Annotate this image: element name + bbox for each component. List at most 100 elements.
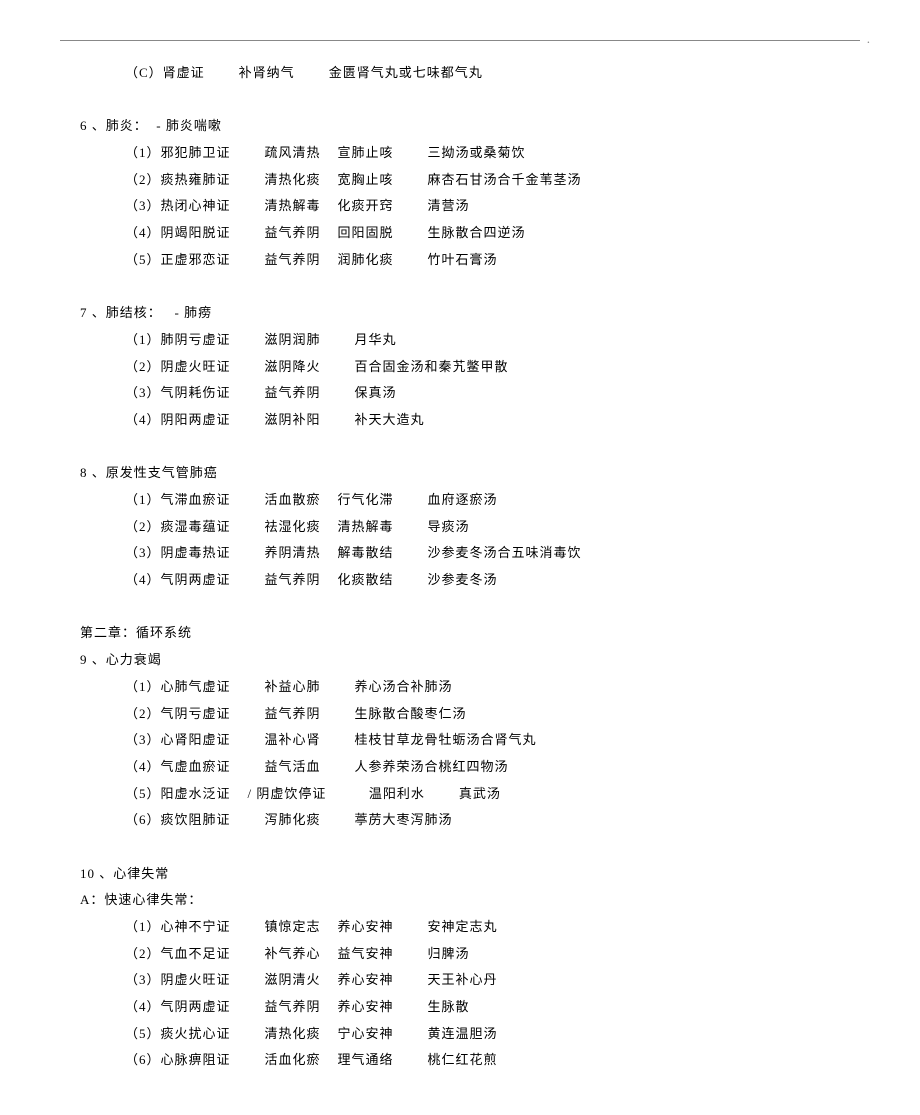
- text-cell: 生脉散合酸枣仁汤: [321, 702, 467, 727]
- text-cell: 10 、心律失常: [80, 862, 169, 887]
- text-line: （2）痰湿毒蕴证 祛湿化痰 清热解毒 导痰汤: [60, 515, 860, 540]
- text-cell: 益气活血: [231, 755, 321, 780]
- text-cell: （5）正虚邪恋证: [125, 248, 231, 273]
- text-cell: （2）阴虚火旺证: [125, 355, 231, 380]
- text-cell: （2）气血不足证: [125, 942, 231, 967]
- text-cell: [60, 595, 64, 620]
- text-cell: 补天大造丸: [321, 408, 425, 433]
- text-cell: 葶苈大枣泻肺汤: [321, 808, 453, 833]
- text-cell: 祛湿化痰: [231, 515, 321, 540]
- text-cell: 养心安神: [321, 995, 394, 1020]
- text-cell: 宽胸止咳: [321, 168, 394, 193]
- text-cell: 疏风清热: [231, 141, 321, 166]
- text-line: [60, 275, 860, 300]
- text-cell: 镇惊定志: [231, 915, 321, 940]
- text-cell: （2）痰湿毒蕴证: [125, 515, 231, 540]
- text-line: （2）气血不足证 补气养心 益气安神 归脾汤: [60, 942, 860, 967]
- text-line: 第二章：循环系统: [60, 621, 860, 646]
- text-line: （6）痰饮阻肺证 泻肺化痰 葶苈大枣泻肺汤: [60, 808, 860, 833]
- text-line: （3）热闭心神证 清热解毒 化痰开窍 清营汤: [60, 194, 860, 219]
- text-cell: 滋阴润肺: [231, 328, 321, 353]
- text-cell: （4）气阴两虚证: [125, 568, 231, 593]
- text-cell: （6）痰饮阻肺证: [125, 808, 231, 833]
- text-line: 7 、肺结核： - 肺痨: [60, 301, 860, 326]
- text-cell: 7 、肺结核： - 肺痨: [80, 301, 212, 326]
- text-cell: 麻杏石甘汤合千金苇茎汤: [394, 168, 582, 193]
- text-cell: 真武汤: [425, 782, 501, 807]
- text-cell: （1）邪犯肺卫证: [125, 141, 231, 166]
- text-cell: 养心安神: [321, 915, 394, 940]
- text-line: （2）气阴亏虚证 益气养阴 生脉散合酸枣仁汤: [60, 702, 860, 727]
- text-line: 10 、心律失常: [60, 862, 860, 887]
- text-cell: [60, 835, 64, 860]
- text-line: （1）邪犯肺卫证 疏风清热 宣肺止咳 三拗汤或桑菊饮: [60, 141, 860, 166]
- text-line: 8 、原发性支气管肺癌: [60, 461, 860, 486]
- text-cell: 人参养荣汤合桃红四物汤: [321, 755, 509, 780]
- text-line: （1）心肺气虚证 补益心肺 养心汤合补肺汤: [60, 675, 860, 700]
- text-cell: 第二章：循环系统: [80, 621, 192, 646]
- text-line: （1）气滞血瘀证 活血散瘀 行气化滞 血府逐瘀汤: [60, 488, 860, 513]
- text-cell: 清热化痰: [231, 1022, 321, 1047]
- text-cell: 行气化滞: [321, 488, 394, 513]
- text-cell: 补益心肺: [231, 675, 321, 700]
- text-cell: 沙参麦冬汤: [394, 568, 498, 593]
- text-cell: 桃仁红花煎: [394, 1048, 498, 1073]
- text-cell: 沙参麦冬汤合五味消毒饮: [394, 541, 582, 566]
- text-cell: （2）痰热雍肺证: [125, 168, 231, 193]
- text-cell: 黄连温胆汤: [394, 1022, 498, 1047]
- text-cell: （4）气虚血瘀证: [125, 755, 231, 780]
- text-cell: / 阴虚饮停证: [231, 782, 327, 807]
- text-cell: （2）气阴亏虚证: [125, 702, 231, 727]
- text-cell: 宣肺止咳: [321, 141, 394, 166]
- text-cell: 天王补心丹: [394, 968, 498, 993]
- text-cell: （5）阳虚水泛证: [125, 782, 231, 807]
- text-line: [60, 835, 860, 860]
- text-cell: 月华丸: [321, 328, 397, 353]
- text-line: （2）痰热雍肺证 清热化痰 宽胸止咳 麻杏石甘汤合千金苇茎汤: [60, 168, 860, 193]
- text-line: [60, 88, 860, 113]
- text-cell: 金匮肾气丸或七味都气丸: [295, 61, 483, 86]
- document-content: （C）肾虚证 补肾纳气 金匮肾气丸或七味都气丸 6 、肺炎： - 肺炎喘嗽（1）…: [60, 61, 860, 1073]
- text-line: [60, 595, 860, 620]
- text-cell: 清营汤: [394, 194, 470, 219]
- text-cell: 活血散瘀: [231, 488, 321, 513]
- text-cell: 化痰开窍: [321, 194, 394, 219]
- document-page: （C）肾虚证 补肾纳气 金匮肾气丸或七味都气丸 6 、肺炎： - 肺炎喘嗽（1）…: [60, 40, 860, 1073]
- text-line: （4）气阴两虚证 益气养阴 养心安神 生脉散: [60, 995, 860, 1020]
- text-line: （4）气虚血瘀证 益气活血 人参养荣汤合桃红四物汤: [60, 755, 860, 780]
- text-cell: 活血化瘀: [231, 1048, 321, 1073]
- text-cell: （3）阴虚火旺证: [125, 968, 231, 993]
- text-cell: 保真汤: [321, 381, 397, 406]
- text-cell: 益气养阴: [231, 381, 321, 406]
- text-cell: 滋阴补阳: [231, 408, 321, 433]
- text-line: （C）肾虚证 补肾纳气 金匮肾气丸或七味都气丸: [60, 61, 860, 86]
- text-cell: 三拗汤或桑菊饮: [394, 141, 526, 166]
- text-cell: 滋阴清火: [231, 968, 321, 993]
- text-cell: 补肾纳气: [205, 61, 295, 86]
- text-cell: 补气养心: [231, 942, 321, 967]
- text-line: 6 、肺炎： - 肺炎喘嗽: [60, 114, 860, 139]
- text-cell: （C）肾虚证: [125, 61, 205, 86]
- text-cell: 益气养阴: [231, 702, 321, 727]
- text-cell: （4）气阴两虚证: [125, 995, 231, 1020]
- text-cell: 润肺化痰: [321, 248, 394, 273]
- text-cell: 回阳固脱: [321, 221, 394, 246]
- text-cell: （1）肺阴亏虚证: [125, 328, 231, 353]
- text-cell: 8 、原发性支气管肺癌: [80, 461, 218, 486]
- text-cell: （6）心脉痹阻证: [125, 1048, 231, 1073]
- text-line: （5）阳虚水泛证 / 阴虚饮停证 温阳利水 真武汤: [60, 782, 860, 807]
- text-cell: （3）气阴耗伤证: [125, 381, 231, 406]
- text-cell: 清热解毒: [231, 194, 321, 219]
- text-cell: 益气养阴: [231, 248, 321, 273]
- text-line: 9 、心力衰竭: [60, 648, 860, 673]
- text-cell: （4）阴竭阳脱证: [125, 221, 231, 246]
- text-line: （5）正虚邪恋证 益气养阴 润肺化痰 竹叶石膏汤: [60, 248, 860, 273]
- text-line: （3）阴虚毒热证 养阴清热 解毒散结 沙参麦冬汤合五味消毒饮: [60, 541, 860, 566]
- top-divider: [60, 40, 860, 41]
- text-cell: 导痰汤: [394, 515, 470, 540]
- text-cell: 泻肺化痰: [231, 808, 321, 833]
- text-line: [60, 435, 860, 460]
- text-cell: 养心安神: [321, 968, 394, 993]
- text-line: （2）阴虚火旺证 滋阴降火 百合固金汤和秦艽鳖甲散: [60, 355, 860, 380]
- text-cell: 竹叶石膏汤: [394, 248, 498, 273]
